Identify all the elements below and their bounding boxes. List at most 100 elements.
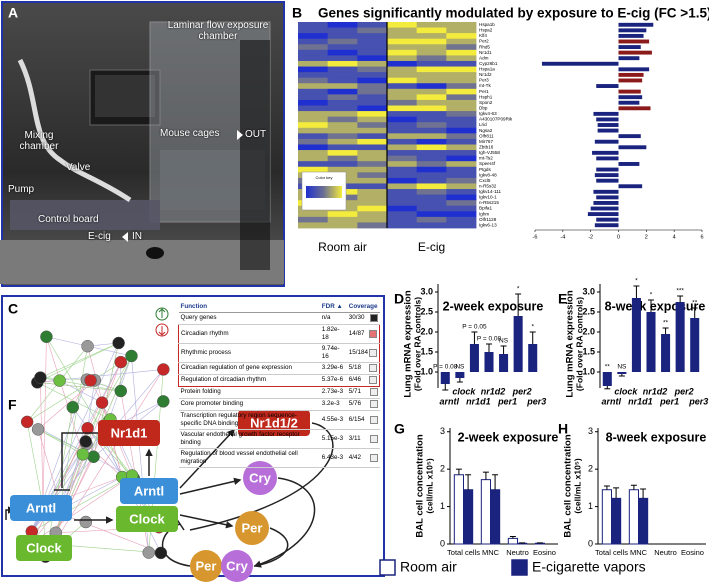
chart-title: 8-week exposure <box>605 299 706 313</box>
cell-text: 6.43e-3 <box>321 453 344 461</box>
heatmap-cell <box>446 22 477 28</box>
bar <box>463 489 474 545</box>
heatmap-cell <box>327 155 358 162</box>
heatmap-cell <box>298 44 329 51</box>
x-tick-label: per3 <box>526 396 546 406</box>
cell-text: 5/76 <box>348 400 362 407</box>
heatmap-cell <box>416 138 447 145</box>
arrow <box>179 514 234 529</box>
heatmap-cell <box>416 33 447 40</box>
bar <box>618 134 641 139</box>
table-header: Function FDR ▲ Coverage <box>178 301 380 313</box>
table-cell: Vascular endothelial growth factor recep… <box>178 429 320 449</box>
heatmap-cell <box>446 116 477 123</box>
heatmap-cell <box>357 94 388 101</box>
bar <box>453 474 465 545</box>
x-tick-label: -4 <box>560 234 565 240</box>
heatmap-cell <box>387 38 418 45</box>
heatmap-cell <box>357 33 388 40</box>
y-tick-label: 2.0 <box>420 326 433 336</box>
network-node <box>79 435 92 448</box>
heatmap-cell <box>298 83 329 90</box>
gene-label: Igkv14-111 <box>479 189 501 194</box>
heatmap-cell <box>416 222 447 229</box>
header-cell: Coverage <box>346 301 380 313</box>
coverage-icon <box>369 434 378 443</box>
chart-title: 8-week exposure <box>606 430 707 444</box>
heatmap-cell <box>416 60 447 67</box>
panel-label: G <box>394 421 405 437</box>
heatmap-cell <box>416 88 447 95</box>
bar <box>490 489 501 545</box>
heatmap-cell <box>387 122 418 129</box>
heatmap-cell <box>357 111 388 118</box>
cell-text: n/a <box>321 314 331 322</box>
heatmap-cell <box>327 38 358 45</box>
network-edge <box>60 346 88 506</box>
bar <box>618 28 647 33</box>
x-tick-label: 0 <box>617 234 620 240</box>
bar <box>675 302 685 372</box>
gene-label: Spon2 <box>479 100 493 105</box>
heatmap-cell <box>416 189 447 195</box>
bar <box>596 84 619 88</box>
heatmap-cell <box>446 189 477 195</box>
bar <box>602 372 612 386</box>
heatmap-cell <box>327 72 358 79</box>
table-cell: 5/18 <box>346 362 380 375</box>
heatmap-cell <box>357 72 388 79</box>
network-node <box>66 401 80 414</box>
cell-text: Circadian rhythm <box>181 329 229 337</box>
bar <box>611 497 622 545</box>
node <box>120 478 178 504</box>
heatmap-cell <box>416 194 447 201</box>
heatmap-cell <box>298 150 329 157</box>
cell-text: 5.15e-3 <box>321 434 344 442</box>
cell-text: Query genes <box>180 314 217 322</box>
heatmap-cell <box>357 222 388 229</box>
heatmap-cell <box>327 88 358 95</box>
heatmap-cell <box>327 105 358 112</box>
x-tick-label: -6 <box>533 234 538 240</box>
gene-label: Cyp26b1 <box>479 61 498 66</box>
network-node <box>112 336 125 350</box>
node-label: Per <box>242 520 263 535</box>
x-tick-label: per2 <box>512 386 532 396</box>
heatmap-cell <box>327 77 358 84</box>
bar <box>596 195 619 200</box>
heatmap-cell <box>387 172 418 179</box>
cell-text: 4/42 <box>348 453 362 461</box>
heatmap-cell <box>357 27 388 34</box>
heatmap-cell <box>357 138 388 145</box>
heatmap-cell <box>416 66 447 73</box>
table-cell: n/a <box>319 312 347 325</box>
bar <box>618 162 640 166</box>
bar <box>480 479 492 545</box>
network-node <box>157 363 170 376</box>
cell-text: Regulation of circadian rhythm <box>181 376 267 384</box>
heatmap-cell <box>387 161 418 168</box>
gene-label: Nr1d2 <box>479 72 492 77</box>
heatmap-cell <box>446 83 477 90</box>
bar <box>661 334 671 372</box>
photo-label: Pump <box>8 184 35 195</box>
header-cell: Function <box>178 301 320 313</box>
heatmap-cell <box>416 216 447 223</box>
x-tick-label: 4 <box>673 234 676 240</box>
heatmap-cell <box>416 27 447 34</box>
table-cell: Rhythmic process <box>177 343 320 363</box>
node <box>221 550 253 582</box>
heatmap-cell <box>387 44 418 51</box>
gene-label: Rhd5 <box>479 44 490 49</box>
table-cell: 3.2e-3 <box>319 398 347 411</box>
panel-label: E <box>558 291 567 307</box>
heatmap-cell <box>298 49 329 56</box>
y-axis-label: (cell/mL x10⁵) <box>424 458 434 514</box>
x-tick-label: Total cells <box>595 548 628 557</box>
heatmap-cell <box>357 127 388 134</box>
gene-label: mt-Tk <box>479 83 491 88</box>
heatmap-cell <box>446 33 477 40</box>
photo-label: Mouse cages <box>160 128 220 139</box>
bar <box>590 206 619 211</box>
